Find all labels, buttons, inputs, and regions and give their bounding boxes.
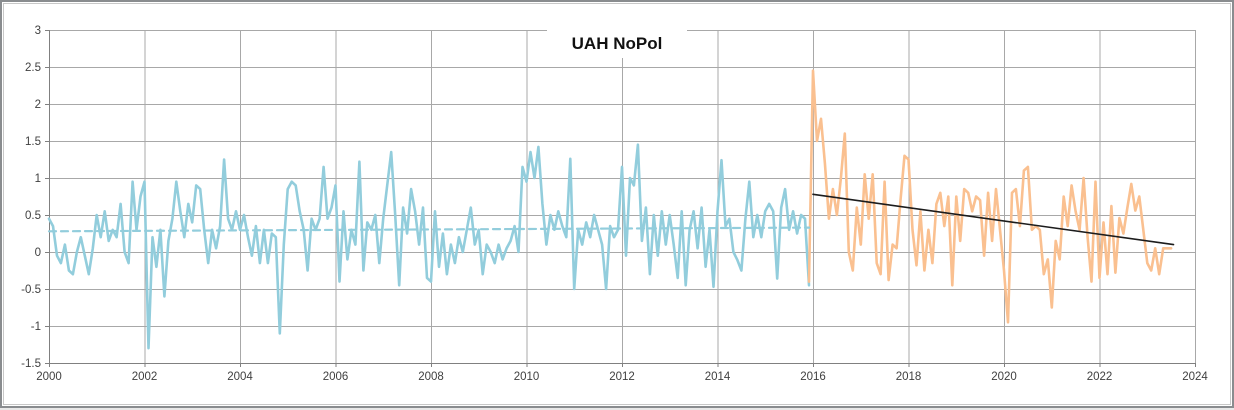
x-tick-label: 2020 [991,371,1017,383]
y-tick-label: -1 [31,321,41,333]
y-axis-labels: 3 2.5 2 1.5 1 0.5 0 -0.5 -1 -1.5 [21,25,41,370]
x-tick-label: 2016 [800,371,826,383]
axes [45,30,1196,367]
y-tick-label: 3 [35,25,41,37]
y-tick-label: 1 [35,173,41,185]
x-tick-label: 2004 [227,371,253,383]
x-axis-labels: 2000 2002 2004 2006 2008 2010 2012 2014 2016 2018… [36,371,1208,383]
x-tick-label: 2000 [36,371,62,383]
series-trend-2000-2015-dashed [47,226,811,233]
y-tick-label: 1.5 [25,136,41,148]
x-tick-label: 2018 [896,371,922,383]
chart-title: UAH NoPol [572,34,663,53]
x-tick-label: 2002 [132,371,158,383]
x-tick-label: 2012 [609,371,635,383]
series-trend-2016-2023 [812,193,1175,246]
x-tick-label: 2006 [323,371,349,383]
y-tick-label: 2.5 [25,62,41,74]
y-tick-label: 2 [35,99,41,111]
x-tick-label: 2024 [1182,371,1208,383]
y-tick-label: 0 [35,247,41,259]
y-tick-label: 0.5 [25,210,41,222]
x-tick-label: 2014 [705,371,731,383]
y-tick-label: -1.5 [21,358,41,370]
series-monthly-anomaly-2000-2015 [47,143,811,350]
y-tick-label: -0.5 [21,284,41,296]
x-tick-label: 2008 [418,371,444,383]
series-monthly-anomaly-2016-2023 [807,69,1173,324]
x-tick-label: 2022 [1087,371,1113,383]
x-tick-label: 2010 [514,371,540,383]
chart-title-group: UAH NoPol [547,28,687,58]
